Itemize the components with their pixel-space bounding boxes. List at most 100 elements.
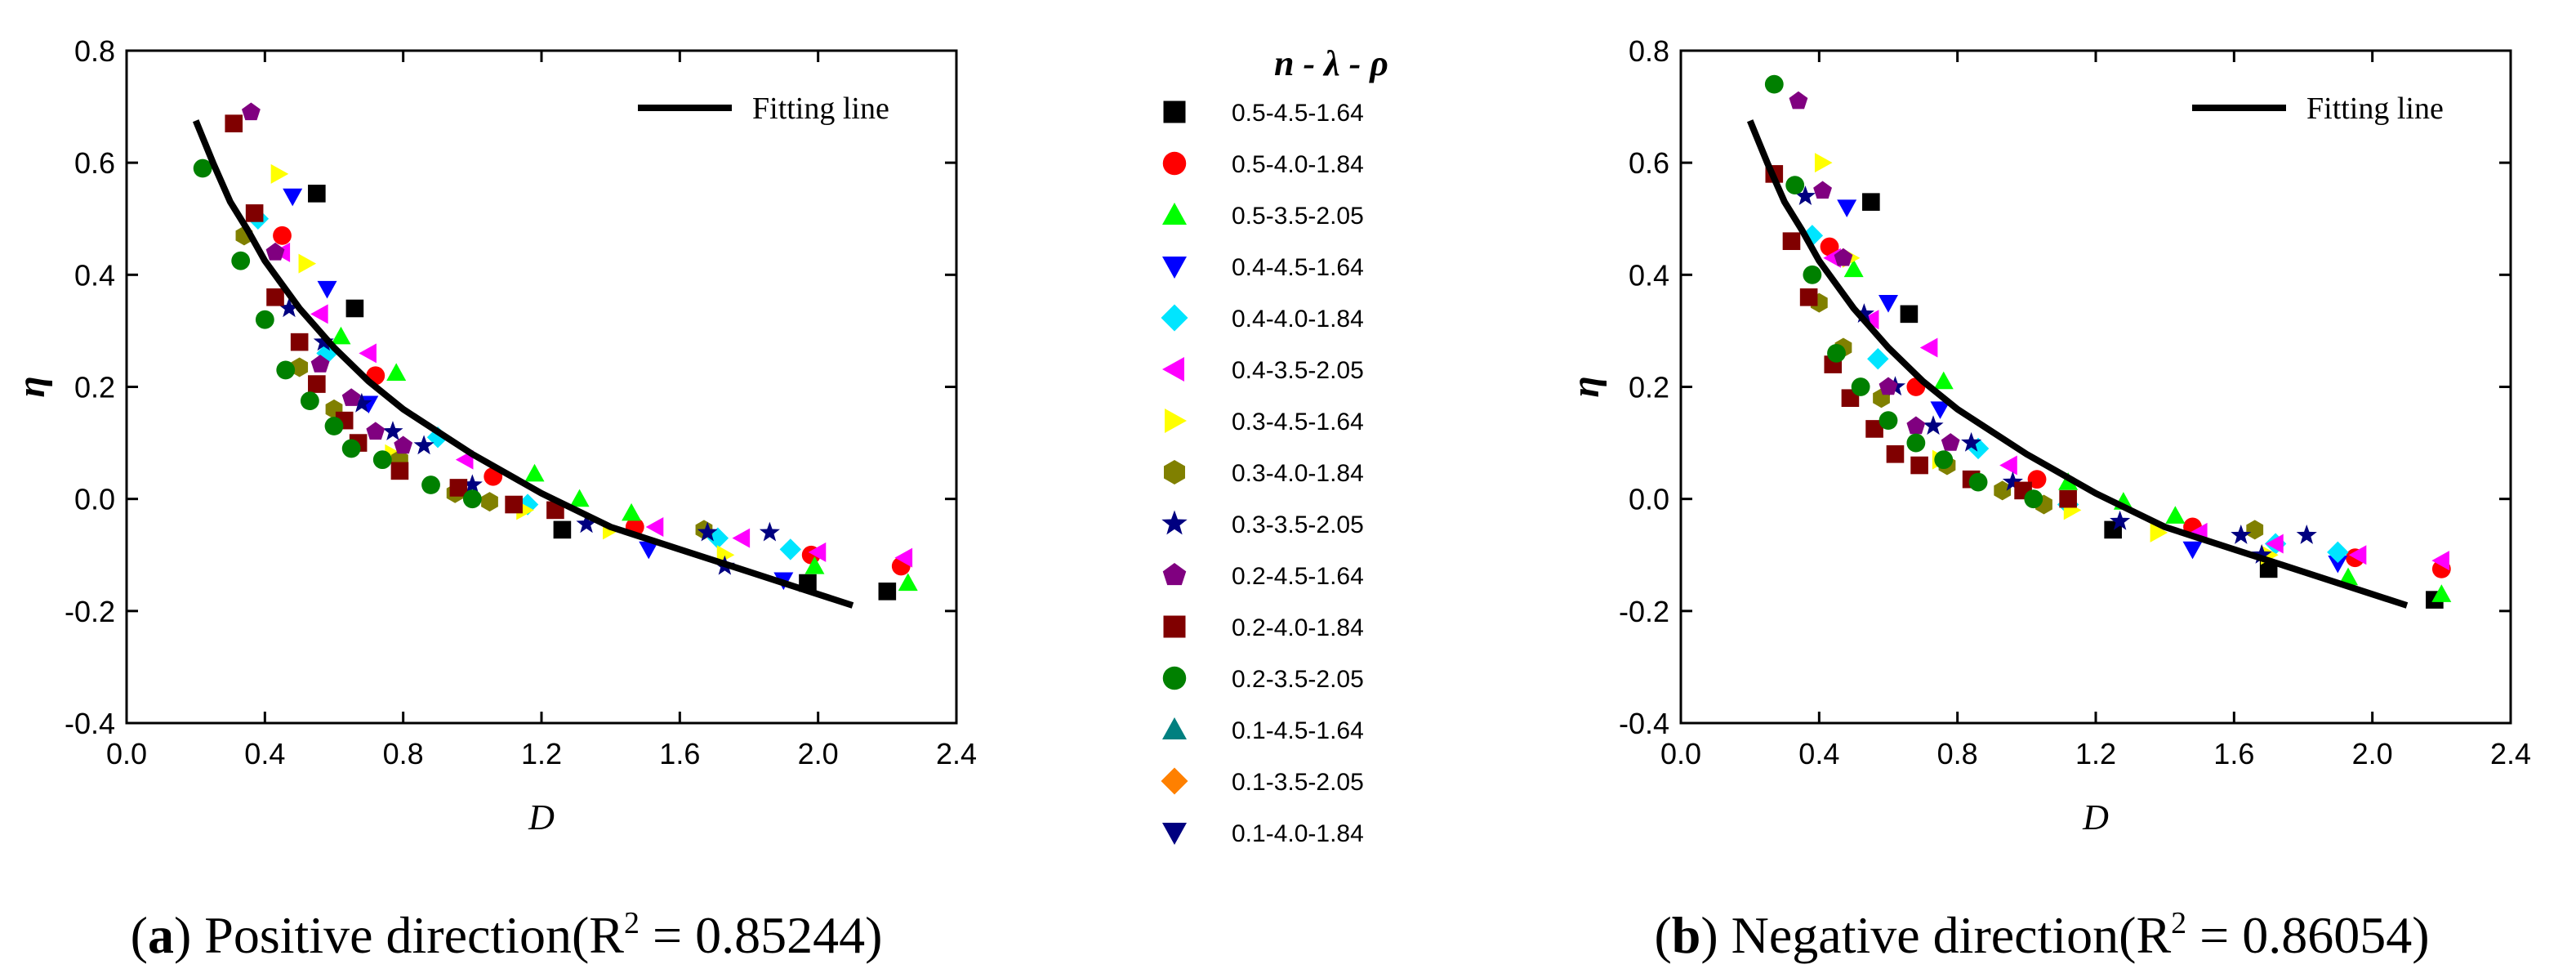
x-tick-label: 2.4 xyxy=(2490,737,2531,770)
data-point xyxy=(505,495,523,514)
legend-marker xyxy=(1163,615,1186,638)
data-point xyxy=(1994,480,2012,501)
data-point xyxy=(2231,525,2252,544)
data-point xyxy=(808,542,827,562)
data-point xyxy=(524,463,545,482)
data-point xyxy=(1853,303,1874,324)
legend-label: 0.4-4.0-1.84 xyxy=(1232,306,1364,333)
x-tick-label: 0.8 xyxy=(1937,737,1978,770)
data-point xyxy=(279,297,300,318)
y-axis-label: η xyxy=(1564,376,1607,397)
legend-item: 0.4-4.0-1.84 xyxy=(1161,304,1364,333)
data-point xyxy=(553,520,572,539)
data-point xyxy=(2251,544,2272,564)
data-point xyxy=(481,492,498,512)
legend-item: 0.3-4.0-1.84 xyxy=(1164,460,1364,487)
legend-marker xyxy=(1161,767,1188,795)
data-point xyxy=(1941,433,1960,451)
data-point xyxy=(1782,232,1801,250)
data-point xyxy=(1919,337,1938,358)
legend-marker xyxy=(1164,460,1185,484)
y-tick-label: -0.4 xyxy=(1619,707,1669,740)
legend-item: 0.2-4.0-1.84 xyxy=(1163,614,1364,641)
data-point xyxy=(1906,416,1926,435)
data-point xyxy=(2150,522,2168,543)
data-point xyxy=(345,299,364,318)
data-point xyxy=(308,375,326,393)
series-0.4-3.5-2.05 xyxy=(272,242,913,568)
data-point xyxy=(732,528,751,548)
legend-item: 0.1-4.5-1.64 xyxy=(1162,717,1364,744)
data-point xyxy=(2165,506,2186,524)
data-point xyxy=(1764,74,1784,94)
data-point xyxy=(1814,153,1833,173)
x-axis-label: D xyxy=(528,797,555,837)
data-point xyxy=(1843,259,1864,278)
legend-label: 0.2-4.0-1.84 xyxy=(1232,614,1364,641)
legend-label: 0.4-3.5-2.05 xyxy=(1232,357,1364,384)
data-point xyxy=(1865,420,1883,438)
x-tick-label: 1.2 xyxy=(521,737,562,770)
data-point xyxy=(2246,520,2264,540)
y-tick-label: 0.8 xyxy=(1629,34,1669,68)
data-point xyxy=(2327,541,2349,564)
y-tick-label: 0.0 xyxy=(1629,483,1669,516)
legend-label: 0.4-4.5-1.64 xyxy=(1232,254,1364,281)
data-point xyxy=(308,185,326,203)
legend-label: 0.2-4.5-1.64 xyxy=(1232,563,1364,590)
data-point xyxy=(1934,450,1954,470)
y-tick-label: 0.8 xyxy=(74,34,115,68)
legend-marker xyxy=(1162,357,1184,382)
x-tick-label: 0.4 xyxy=(244,737,285,770)
data-point xyxy=(1851,377,1870,396)
data-point xyxy=(366,422,386,440)
legend-label: 0.5-3.5-2.05 xyxy=(1232,203,1364,230)
data-point xyxy=(697,521,718,542)
data-point xyxy=(1799,288,1818,306)
data-point xyxy=(273,226,292,245)
data-point xyxy=(265,242,285,261)
data-point xyxy=(1801,225,1824,247)
data-point xyxy=(298,253,317,274)
y-tick-label: 0.2 xyxy=(74,371,115,404)
data-point xyxy=(2296,525,2317,544)
data-point xyxy=(759,521,780,542)
data-point xyxy=(255,310,274,329)
data-point xyxy=(291,357,309,377)
x-tick-label: 0.0 xyxy=(1660,737,1701,770)
legend-label: 0.3-4.0-1.84 xyxy=(1232,460,1364,487)
data-point xyxy=(421,476,440,494)
data-point xyxy=(276,360,296,380)
data-point xyxy=(576,513,597,534)
data-point xyxy=(1823,248,1841,268)
data-point xyxy=(241,102,261,121)
data-point xyxy=(300,391,319,411)
data-point xyxy=(1999,455,2017,476)
legend-label: 0.1-3.5-2.05 xyxy=(1232,769,1364,796)
data-point xyxy=(266,288,284,306)
x-tick-label: 0.0 xyxy=(106,737,147,770)
data-point xyxy=(639,541,659,560)
data-point xyxy=(706,527,729,549)
y-tick-label: 0.0 xyxy=(74,483,115,516)
legend-item: 0.2-4.5-1.64 xyxy=(1162,563,1364,590)
shared-legend: n - λ - ρ 0.5-4.5-1.64 0.5-4.0-1.84 0.5-3.5… xyxy=(1161,43,1388,847)
data-point xyxy=(1785,176,1805,195)
data-point xyxy=(2024,489,2043,509)
data-point xyxy=(225,114,243,132)
legend-marker xyxy=(1161,304,1188,332)
legend-marker xyxy=(1162,563,1187,586)
legend-item: 0.5-3.5-2.05 xyxy=(1162,203,1364,230)
data-point xyxy=(569,489,590,507)
x-tick-label: 2.4 xyxy=(936,737,977,770)
data-point xyxy=(245,204,264,222)
series-0.2-3.5-2.05 xyxy=(193,159,482,509)
legend-item: 0.2-3.5-2.05 xyxy=(1162,666,1364,693)
legend-label: 0.1-4.5-1.64 xyxy=(1232,717,1364,744)
data-point xyxy=(1900,305,1919,324)
y-tick-label: -0.2 xyxy=(1619,595,1669,628)
legend-item: 0.1-4.0-1.84 xyxy=(1162,820,1364,847)
data-point xyxy=(1862,193,1880,211)
data-point xyxy=(1886,445,1905,463)
